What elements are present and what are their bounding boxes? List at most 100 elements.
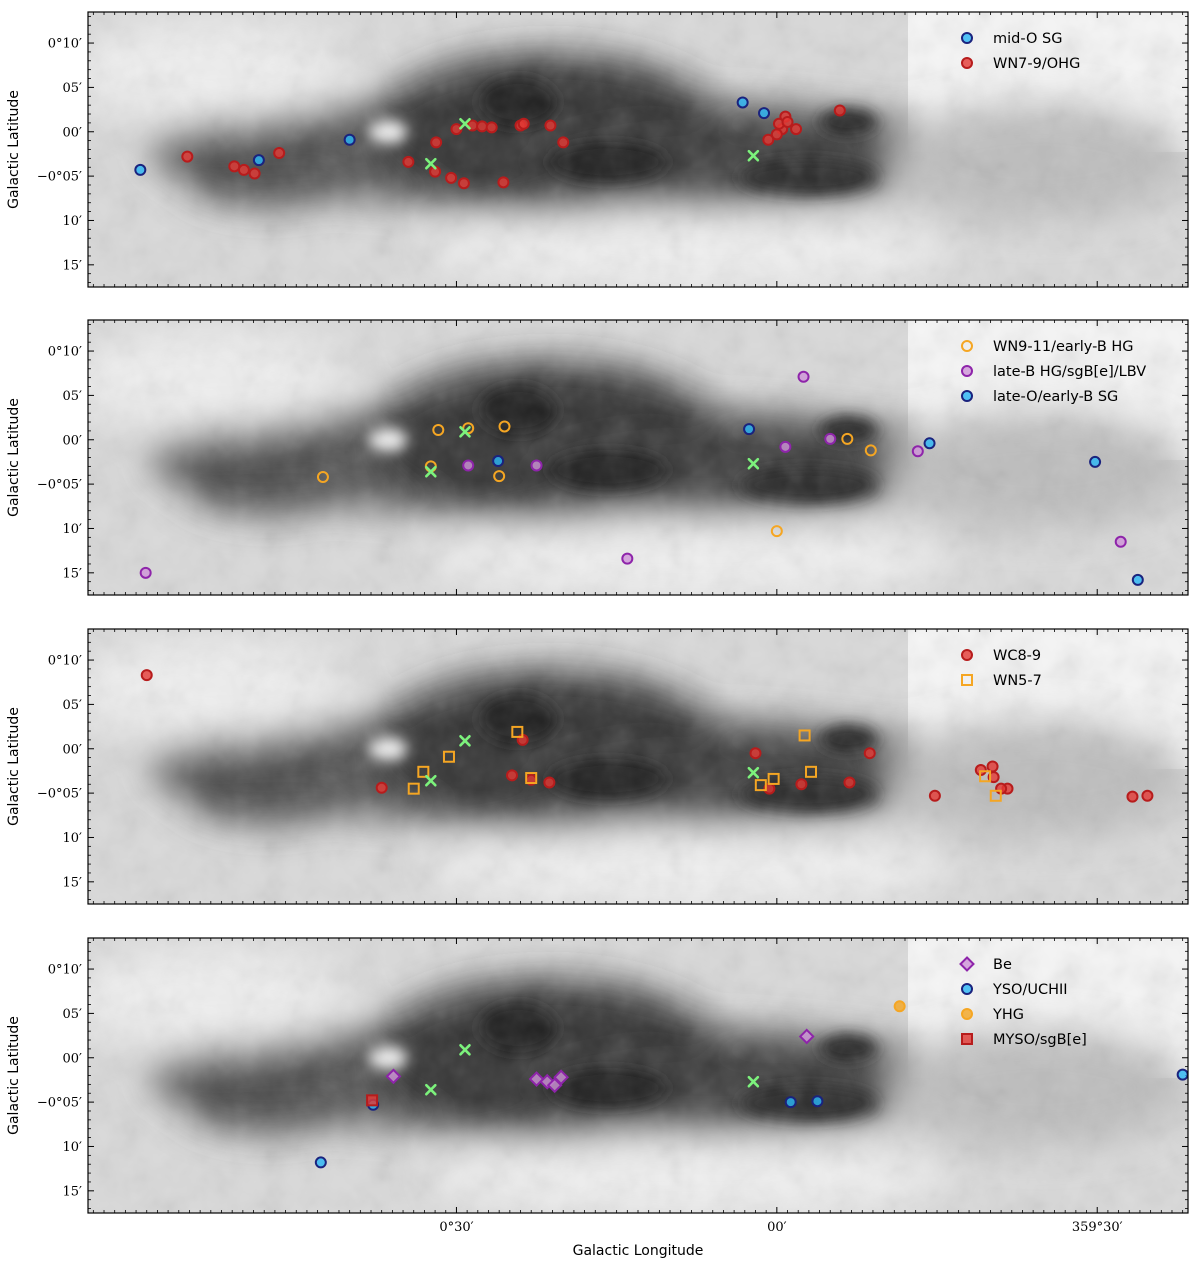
series-late-b-hg-sgb-e-lbv	[139, 370, 1127, 579]
data-point	[375, 781, 388, 794]
green-crosses	[425, 425, 760, 478]
data-point	[621, 552, 634, 565]
panel-1: 0°10′ 05′ 00′ −0°05′ 10′ 15′ Galactic Latitude…	[6, 11, 1189, 292]
data-point	[1089, 455, 1102, 468]
legend: WN9-11/early-B HG late-B HG/sgB[e]/LBV lat…	[961, 339, 1146, 405]
data-point	[928, 789, 941, 802]
data-point	[770, 128, 783, 141]
green-crosses	[425, 734, 760, 787]
x-tick-label: 00′	[767, 1220, 787, 1235]
series-mid-o-sg	[134, 96, 771, 176]
data-point	[140, 669, 153, 682]
data-point	[979, 770, 992, 783]
data-point	[824, 432, 837, 445]
legend-marker	[959, 956, 975, 972]
y-tick-label: 05′	[63, 389, 83, 404]
data-point	[770, 525, 783, 538]
legend-marker	[961, 649, 973, 661]
series-myso-sgb-e-	[366, 1094, 379, 1107]
data-point	[781, 116, 794, 128]
markers	[314, 1000, 1188, 1169]
data-point	[1131, 573, 1144, 586]
y-tick-label: −0°05′	[37, 478, 82, 493]
cross-marker	[747, 149, 760, 162]
data-point	[457, 177, 470, 190]
legend-marker	[961, 983, 973, 995]
data-point	[417, 765, 430, 778]
data-point	[841, 432, 854, 445]
data-point	[863, 747, 876, 760]
data-point	[530, 459, 543, 472]
background-image	[68, 12, 1188, 292]
y-tick-label: 10′	[63, 522, 83, 537]
y-tick-label: 00′	[63, 1051, 83, 1066]
y-tick-label: 0°10′	[48, 345, 82, 360]
data-point	[442, 750, 455, 763]
markers	[134, 96, 846, 190]
y-axis-label: Galactic Latitude	[6, 398, 22, 517]
legend-marker	[961, 340, 973, 352]
legend-marker	[961, 57, 973, 69]
data-point	[553, 1069, 570, 1086]
legend-marker	[961, 1008, 973, 1020]
markers	[139, 370, 1144, 586]
data-point	[1141, 789, 1154, 802]
x-tick-label: 359°30′	[1072, 1220, 1123, 1235]
data-point	[557, 136, 570, 149]
data-point	[833, 104, 846, 117]
data-point	[139, 566, 152, 579]
legend-marker	[961, 365, 973, 377]
series-yhg	[893, 1000, 906, 1013]
legend-entry: WN5-7	[993, 673, 1042, 689]
panel-3: 0°10′ 05′ 00′ −0°05′ 10′ 15′ Galactic Latitude…	[6, 628, 1189, 909]
data-point	[485, 121, 498, 134]
data-point	[134, 163, 147, 176]
data-point	[445, 171, 458, 184]
data-point	[543, 776, 556, 789]
data-point	[511, 725, 524, 738]
data-point	[273, 147, 286, 160]
panel-4: 0°10′ 05′ 00′ −0°05′ 10′ 15′ Galactic Latitude…	[6, 937, 1189, 1259]
data-point	[237, 163, 250, 176]
data-point	[1176, 1068, 1188, 1081]
data-point	[314, 1156, 327, 1169]
data-point	[432, 424, 445, 436]
data-point	[779, 440, 792, 453]
data-point	[366, 1094, 379, 1107]
y-tick-label: 15′	[63, 258, 83, 273]
data-point	[767, 772, 780, 785]
data-point	[754, 779, 767, 792]
data-point	[385, 1068, 402, 1085]
data-point	[893, 1000, 906, 1013]
data-point	[743, 423, 756, 436]
series-wn5-7	[407, 725, 1002, 802]
plot-frame	[87, 937, 1189, 1214]
background-image	[68, 629, 1188, 909]
legend-entry: WC8-9	[993, 648, 1041, 664]
data-point	[989, 789, 1002, 802]
data-point	[430, 136, 443, 149]
y-tick-label: 05′	[63, 81, 83, 96]
legend-entry: WN7-9/OHG	[993, 56, 1080, 72]
cross-marker	[459, 117, 471, 130]
y-tick-label: 00′	[63, 433, 83, 448]
y-axis-label: Galactic Latitude	[6, 1016, 22, 1135]
green-crosses	[425, 117, 760, 170]
plot-frame	[87, 11, 1189, 288]
legend-entry: MYSO/sgB[e]	[993, 1032, 1087, 1048]
y-tick-label: 00′	[63, 742, 83, 757]
data-point	[749, 747, 762, 760]
data-point	[911, 445, 924, 458]
legend-entry: WN9-11/early-B HG	[993, 339, 1134, 355]
data-point	[316, 471, 329, 484]
y-tick-label: −0°05′	[37, 787, 82, 802]
data-point	[498, 420, 511, 433]
cross-marker	[425, 465, 437, 478]
y-tick-label: 10′	[63, 1140, 83, 1155]
data-point	[795, 778, 808, 791]
x-tick-label: 0°30′	[439, 1220, 473, 1235]
legend-marker	[961, 32, 973, 44]
data-point	[758, 107, 771, 120]
data-point	[1114, 535, 1127, 548]
background-image	[68, 938, 1188, 1218]
